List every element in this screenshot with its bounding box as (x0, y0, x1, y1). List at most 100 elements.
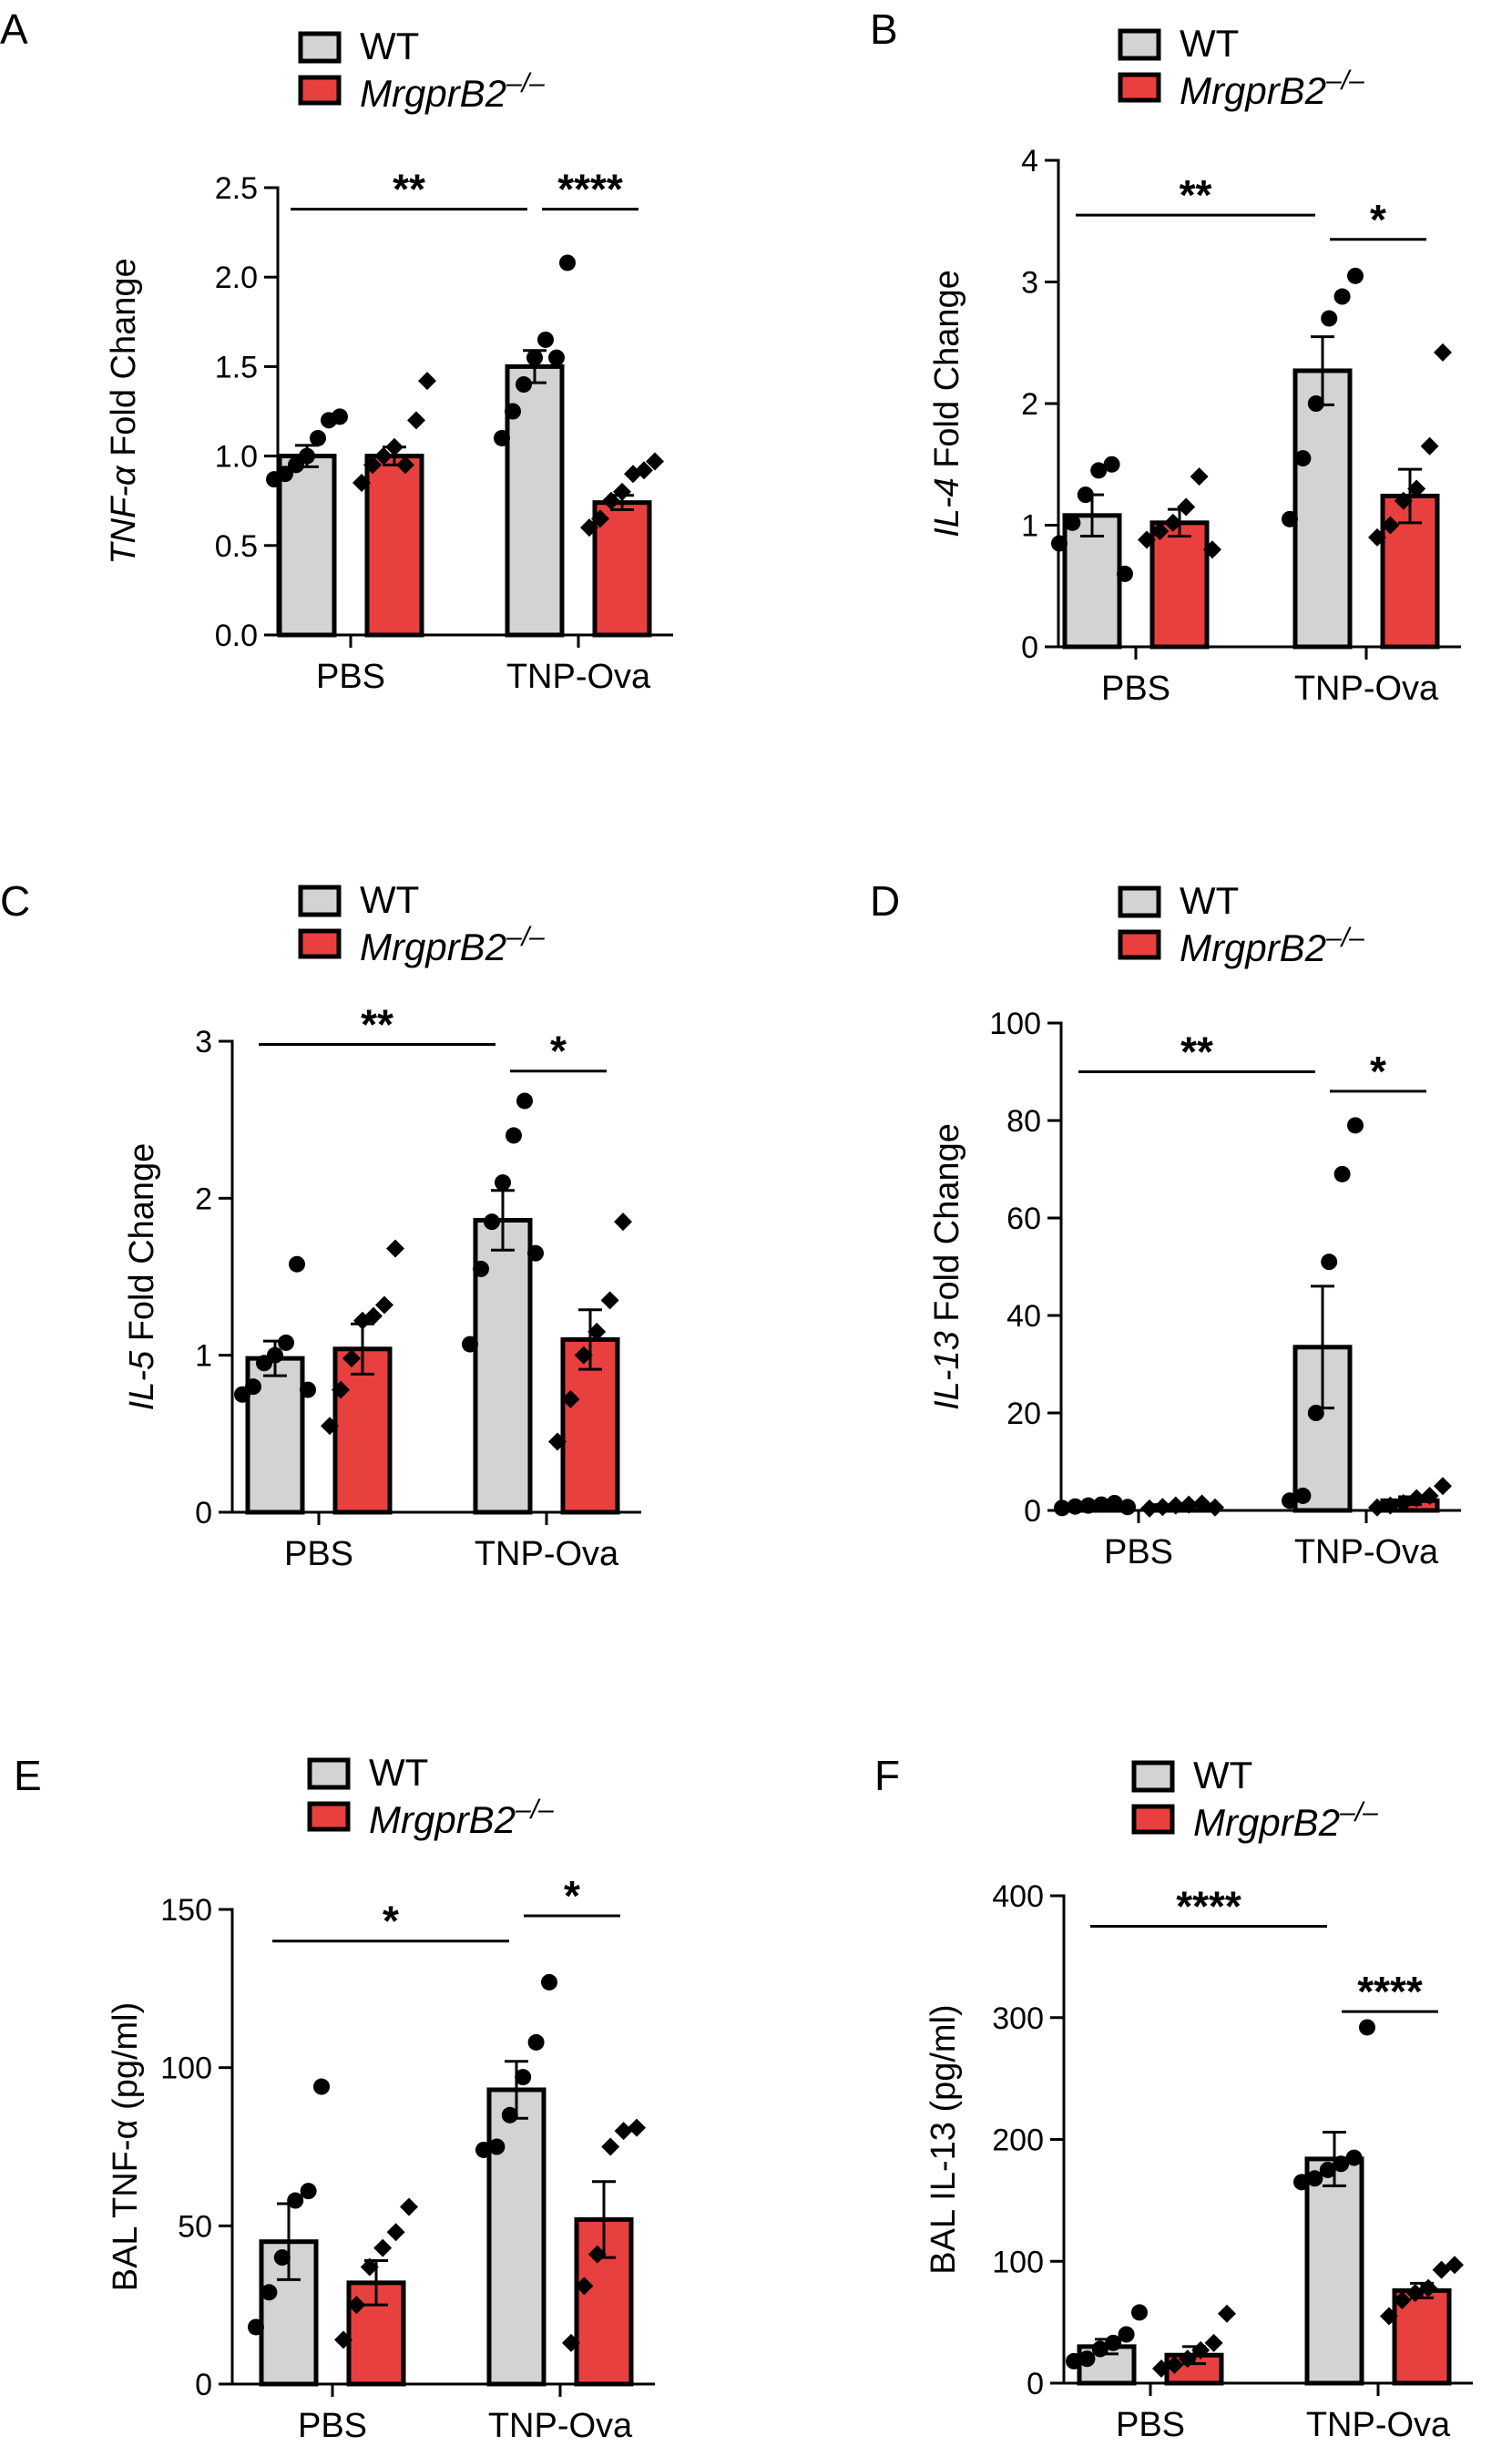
y-axis: 0 1 2 3 4 (1021, 144, 1060, 665)
y-tick-label: 150 (160, 1893, 212, 1928)
ko-data-point (1381, 1496, 1400, 1515)
legend-label-wt: WT (360, 878, 419, 921)
y-tick-label: 2.0 (215, 261, 258, 295)
ko-data-point (1218, 2304, 1236, 2323)
legend-label-ko-superscript: –/– (515, 1795, 554, 1825)
y-tick-label: 80 (1006, 1104, 1041, 1139)
panel-letter: E (14, 1752, 42, 1799)
ko-data-point (1163, 513, 1182, 532)
wt-data-point (495, 1174, 511, 1192)
x-tick-label: TNP-Ova (1294, 1533, 1439, 1571)
wt-data-point (278, 1334, 294, 1351)
y-axis-label: IL-5 Fold Change (123, 1143, 161, 1411)
wt-data-point (1359, 2019, 1375, 2036)
legend-label-ko: MrgprB2–/– (360, 922, 545, 968)
ko-data-point (352, 474, 371, 493)
wt-data-point (1347, 267, 1364, 284)
ko-data-point (1420, 1486, 1439, 1505)
wt-data-point (1077, 486, 1094, 504)
legend-label-wt: WT (1193, 1754, 1252, 1796)
wt-data-point (1090, 462, 1108, 479)
wt-data-point (1054, 1499, 1070, 1517)
wt-data-point (300, 2183, 317, 2200)
wt-bar (486, 2087, 547, 2387)
x-axis: PBS TNP-Ova (1064, 2381, 1473, 2444)
x-tick-label: TNP-Ova (506, 658, 651, 696)
wt-data-point (1078, 2350, 1096, 2368)
legend-swatch-wt (307, 1757, 351, 1790)
ko-data-point (602, 491, 620, 510)
bars (248, 1973, 646, 2387)
wt-data-point (1333, 288, 1351, 305)
wt-data-point (277, 466, 293, 483)
ko-data-point (386, 1239, 404, 1258)
ko-data-point (1152, 2359, 1170, 2378)
significance-label: ** (393, 166, 425, 213)
ko-data-point (1394, 491, 1413, 510)
wt-data-point (300, 1381, 316, 1398)
y-axis-label-gene: TNF-α (105, 465, 143, 565)
panel-letter: B (870, 5, 898, 53)
ko-data-point (407, 411, 425, 430)
wt-bar (277, 454, 337, 638)
y-tick-label: 2 (1021, 387, 1038, 422)
wt-data-point (245, 1378, 261, 1396)
wt-data-point (1079, 1497, 1097, 1514)
y-tick-label: 0 (195, 2368, 212, 2402)
wt-data-point (473, 1260, 489, 1277)
y-tick-label: 3 (195, 1025, 212, 1059)
ko-data-point (1180, 1495, 1199, 1514)
wt-data-point (1118, 2326, 1135, 2343)
ko-data-point (363, 455, 382, 475)
ko-data-point (646, 452, 664, 471)
legend-swatch-ko (1118, 72, 1161, 103)
significance-label: ** (1180, 171, 1212, 219)
significance-label: * (1370, 196, 1386, 243)
significance: *** (1076, 171, 1426, 243)
significance: **** **** (1090, 1882, 1438, 2015)
ko-data-point (562, 2333, 580, 2352)
y-tick-label: 100 (992, 2245, 1044, 2279)
ko-data-point (1393, 2291, 1412, 2310)
x-tick-label: PBS (284, 1535, 353, 1573)
significance: *** (1078, 1029, 1426, 1095)
wt-data-point (267, 1346, 283, 1364)
ko-data-point (1380, 2307, 1398, 2326)
legend-swatch-ko (1131, 1804, 1175, 1835)
y-axis-label-text: Fold Change (123, 1143, 161, 1351)
wt-data-point (541, 1973, 557, 1991)
y-axis-label-gene: IL-13 (928, 1331, 966, 1410)
y-axis: 0 50 100 150 (160, 1893, 234, 2402)
ko-data-point (385, 437, 404, 456)
y-axis: 0.0 0.5 1.0 1.5 2.0 2.5 (215, 171, 280, 653)
legend-swatch-ko (1118, 929, 1161, 960)
significance-label: **** (1176, 1882, 1241, 1929)
ko-data-point (1153, 1498, 1172, 1517)
y-tick-label: 4 (1021, 144, 1038, 179)
legend-swatch-wt (1118, 28, 1161, 61)
wt-data-point (506, 1127, 522, 1144)
wt-data-point (299, 447, 315, 465)
y-tick-label: 0.0 (215, 619, 258, 653)
ko-data-point (1204, 2333, 1223, 2352)
x-axis: PBS TNP-Ova (1058, 645, 1461, 708)
ko-data-point (591, 509, 609, 528)
y-tick-label: 0 (1027, 2367, 1044, 2401)
wt-bar (1292, 368, 1353, 650)
ko-data-point (375, 1295, 393, 1315)
ko-data-point (580, 518, 598, 537)
x-tick-label: PBS (1104, 1533, 1173, 1571)
significance-label: * (564, 1872, 580, 1919)
significance-label: ** (361, 1000, 393, 1048)
y-tick-label: 2.5 (215, 171, 258, 206)
ko-data-point (1138, 530, 1156, 549)
